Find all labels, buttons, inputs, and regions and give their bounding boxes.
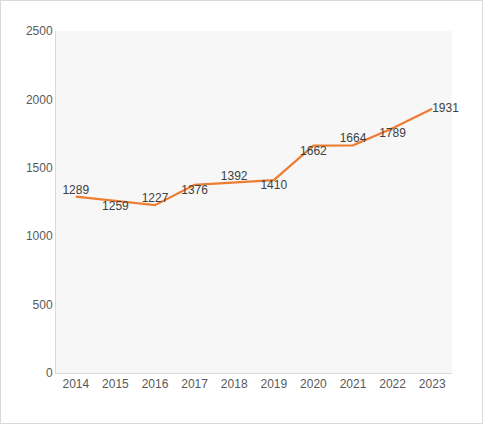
svg-text:1664: 1664 bbox=[340, 131, 367, 145]
svg-text:2017: 2017 bbox=[181, 377, 208, 391]
svg-text:2021: 2021 bbox=[340, 377, 367, 391]
svg-text:1392: 1392 bbox=[221, 169, 248, 183]
svg-text:2022: 2022 bbox=[379, 377, 406, 391]
svg-text:1789: 1789 bbox=[379, 126, 406, 140]
svg-text:1227: 1227 bbox=[142, 191, 169, 205]
svg-text:1662: 1662 bbox=[300, 144, 327, 158]
svg-text:2500: 2500 bbox=[26, 24, 53, 38]
svg-text:500: 500 bbox=[33, 298, 53, 312]
svg-text:2015: 2015 bbox=[102, 377, 129, 391]
svg-text:1000: 1000 bbox=[26, 229, 53, 243]
svg-text:1376: 1376 bbox=[181, 183, 208, 197]
svg-text:2018: 2018 bbox=[221, 377, 248, 391]
svg-text:2016: 2016 bbox=[142, 377, 169, 391]
svg-text:2014: 2014 bbox=[62, 377, 89, 391]
svg-text:2023: 2023 bbox=[419, 377, 446, 391]
svg-text:1289: 1289 bbox=[62, 183, 89, 197]
svg-text:2020: 2020 bbox=[300, 377, 327, 391]
svg-text:0: 0 bbox=[46, 366, 53, 380]
svg-text:2019: 2019 bbox=[260, 377, 287, 391]
svg-text:1410: 1410 bbox=[260, 178, 287, 192]
svg-text:2000: 2000 bbox=[26, 93, 53, 107]
svg-text:1500: 1500 bbox=[26, 161, 53, 175]
svg-text:1931: 1931 bbox=[432, 101, 459, 115]
svg-text:1259: 1259 bbox=[102, 199, 129, 213]
